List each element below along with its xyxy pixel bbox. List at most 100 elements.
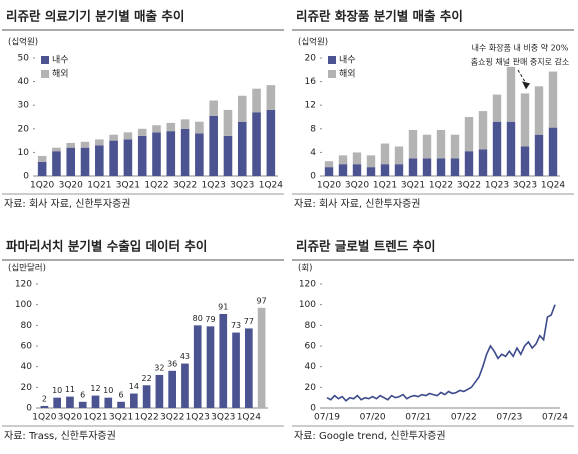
bar-segment	[464, 151, 474, 176]
y-tick-label: 20	[305, 383, 317, 393]
bar	[142, 385, 151, 408]
x-tick-label: 3Q21	[401, 181, 425, 191]
x-tick-label: 1Q22	[429, 181, 453, 191]
data-label: 77	[244, 317, 254, 326]
bar-segment	[436, 129, 446, 159]
x-tick-label: 3Q23	[211, 413, 235, 423]
bar-segment	[66, 142, 76, 148]
y-tick-label: 50	[18, 54, 30, 64]
arrow-head	[522, 81, 530, 90]
bar	[66, 396, 74, 408]
bar-segment	[506, 66, 516, 122]
annotation: 홈쇼핑 채널 판매 중지로 감소	[471, 57, 570, 67]
x-tick-label: 1Q22	[134, 413, 158, 423]
data-label: 2	[42, 394, 47, 403]
unit-label: (십억원)	[8, 37, 38, 48]
panel-title: 리쥬란 글로벌 트렌드 추이	[296, 239, 436, 254]
y-tick-label: 16	[305, 77, 317, 87]
bar-segment	[548, 127, 558, 176]
x-tick-label: 1Q23	[186, 413, 210, 423]
bar	[219, 313, 228, 408]
unit-label: (십만달러)	[8, 263, 46, 274]
legend-swatch	[41, 56, 49, 64]
unit-label: (회)	[298, 264, 312, 274]
bar-segment	[450, 158, 460, 176]
bar-segment	[534, 134, 544, 176]
data-label: 10	[103, 386, 113, 395]
data-label: 79	[205, 315, 215, 324]
y-tick-label: 4	[310, 148, 316, 158]
bar-segment	[152, 125, 161, 133]
y-tick-label: 20	[18, 124, 30, 134]
bar-segment	[352, 164, 362, 176]
bar-segment	[422, 158, 432, 176]
bar-segment	[324, 161, 334, 168]
bar-segment	[436, 158, 446, 176]
bar	[117, 401, 125, 408]
x-tick-label: 07/24	[542, 413, 568, 423]
bar-segment	[80, 147, 90, 176]
legend-swatch	[41, 70, 49, 78]
data-label: 73	[231, 321, 241, 330]
data-label: 10	[52, 386, 62, 395]
bar-segment	[180, 119, 190, 129]
data-label: 97	[257, 296, 267, 305]
legend-label: 내수	[52, 55, 69, 66]
x-tick-label: 1Q24	[541, 181, 566, 191]
legend-label: 해외	[52, 68, 69, 80]
bar-segment	[422, 134, 432, 159]
x-tick-label: 3Q21	[116, 181, 140, 191]
y-tick-label: 120	[15, 280, 32, 290]
data-label: 43	[180, 352, 190, 361]
bar	[130, 393, 138, 408]
data-label: 14	[129, 382, 139, 391]
bar-segment	[95, 139, 104, 146]
bar-segment	[152, 132, 161, 176]
y-tick-label: 0	[26, 404, 32, 414]
bar	[232, 332, 240, 408]
bar-segment	[37, 161, 47, 176]
bar-segment	[137, 135, 147, 176]
bar-segment	[408, 129, 418, 159]
x-tick-label: 1Q24	[237, 413, 262, 423]
unit-label: (십억원)	[298, 37, 328, 48]
legend-label: 내수	[339, 55, 356, 66]
bar-segment	[52, 147, 61, 152]
x-tick-label: 1Q24	[259, 181, 284, 191]
bar	[245, 328, 253, 408]
bar-segment	[324, 167, 334, 176]
bar-segment	[366, 167, 376, 176]
bar	[104, 397, 113, 408]
x-tick-label: 1Q20	[30, 181, 55, 191]
data-label: 32	[154, 363, 164, 372]
annotation-arrow	[517, 69, 527, 84]
bar-segment	[266, 109, 276, 176]
x-tick-label: 3Q20	[58, 413, 83, 423]
annotation: 내수 화장품 내 비중 약 20%	[472, 43, 569, 53]
source: 자료: 회사 자료, 신한투자증권	[4, 198, 130, 210]
bar	[193, 325, 202, 408]
x-tick-label: 3Q20	[345, 181, 370, 191]
bar-segment	[478, 111, 488, 150]
bar	[181, 363, 189, 408]
bar-segment	[223, 135, 233, 176]
y-tick-label: 80	[305, 321, 317, 331]
bar-segment	[520, 146, 530, 176]
bar	[168, 370, 176, 408]
bar-segment	[109, 134, 118, 141]
x-tick-label: 1Q22	[144, 181, 168, 191]
bar-segment	[338, 155, 348, 165]
bar-segment	[548, 71, 558, 128]
panel-title: 파마리서치 분기별 수출입 데이터 추이	[6, 239, 207, 254]
bar	[206, 326, 215, 408]
y-tick-label: 80	[21, 321, 33, 331]
bar-segment	[66, 147, 76, 176]
y-tick-label: 60	[21, 342, 33, 352]
bar	[78, 401, 87, 408]
bar-segment	[37, 155, 47, 162]
x-tick-label: 3Q23	[230, 181, 254, 191]
y-tick-label: 60	[305, 342, 317, 352]
x-tick-label: 1Q21	[87, 181, 111, 191]
bar-segment	[195, 121, 204, 134]
